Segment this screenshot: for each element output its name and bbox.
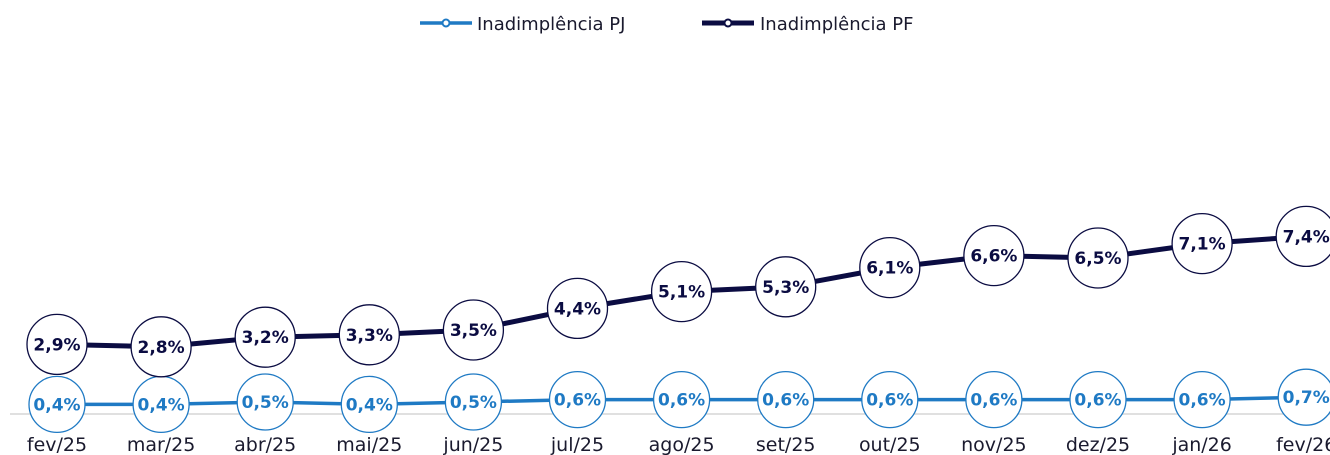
data-point: [650, 260, 713, 323]
x-tick-label: fev/26: [1276, 434, 1330, 455]
legend-item-pj: Inadimplência PJ: [420, 14, 625, 35]
data-point: [548, 370, 607, 429]
data-label: 0,5%: [242, 393, 289, 413]
legend-point-marker: [723, 18, 733, 28]
legend-point-marker: [441, 18, 451, 28]
data-point: [546, 277, 609, 340]
x-tick-label: out/25: [859, 434, 921, 455]
legend-item-pf: Inadimplência PF: [702, 14, 913, 35]
data-label: 7,4%: [1283, 227, 1330, 247]
x-tick-label: jul/25: [550, 434, 604, 455]
legend-label: Inadimplência PJ: [477, 14, 625, 35]
data-point: [234, 306, 296, 368]
data-point: [1069, 370, 1127, 429]
x-tick-label: set/25: [756, 434, 816, 455]
data-label: 3,3%: [346, 326, 393, 346]
data-label: 5,3%: [762, 278, 809, 298]
data-label: 3,5%: [450, 321, 497, 341]
data-point: [442, 299, 505, 361]
data-label: 0,6%: [1074, 391, 1121, 411]
x-tick-label: jan/26: [1171, 434, 1232, 455]
data-point: [130, 316, 192, 378]
x-tick-label: mai/25: [336, 434, 402, 455]
legend-label: Inadimplência PF: [760, 14, 913, 35]
x-tick-label: mar/25: [127, 434, 196, 455]
data-label: 0,7%: [1283, 388, 1330, 408]
x-tick-label: abr/25: [234, 434, 296, 455]
x-tick-label: dez/25: [1066, 434, 1130, 455]
data-label: 6,1%: [866, 259, 913, 279]
data-point: [859, 236, 921, 299]
x-axis-ticks: fev/25 mar/25 abr/25 mai/25 jun/25 jul/25 ago/…: [27, 434, 1330, 455]
data-label: 3,2%: [242, 328, 289, 348]
data-label: 2,8%: [138, 338, 185, 358]
x-tick-label: jun/25: [442, 434, 503, 455]
data-point: [338, 304, 400, 366]
data-label: 0,6%: [1179, 391, 1226, 411]
data-point: [965, 370, 1023, 429]
data-label: 4,4%: [554, 299, 601, 319]
data-point: [236, 373, 294, 431]
data-point: [757, 370, 815, 429]
data-label: 0,5%: [450, 393, 497, 413]
data-point: [652, 370, 711, 429]
data-point: [1173, 370, 1231, 429]
data-point: [1067, 227, 1129, 289]
data-label: 0,4%: [33, 395, 80, 415]
data-point: [1171, 212, 1233, 275]
data-label: 6,5%: [1074, 249, 1121, 269]
data-point: [340, 375, 398, 434]
data-point: [28, 375, 86, 434]
x-tick-label: ago/25: [649, 434, 715, 455]
data-point: [861, 370, 919, 429]
data-label: 0,6%: [970, 391, 1017, 411]
data-label: 0,6%: [554, 391, 601, 411]
data-label: 7,1%: [1179, 235, 1226, 255]
data-point: [444, 373, 503, 431]
legend: Inadimplência PJ Inadimplência PF: [420, 14, 913, 35]
series-layer: 0,4% 0,4% 0,5% 0,4% 0,5% 0,6% 0,6% 0,6% 0,6% 0,6%…: [26, 205, 1330, 434]
data-label: 5,1%: [658, 283, 705, 303]
data-label: 0,6%: [762, 391, 809, 411]
data-point: [963, 224, 1025, 287]
data-point: [1277, 368, 1330, 426]
data-label: 0,6%: [658, 391, 705, 411]
x-tick-label: fev/25: [27, 434, 87, 455]
data-point: [755, 256, 817, 318]
x-tick-label: nov/25: [961, 434, 1027, 455]
data-label: 0,4%: [138, 395, 185, 415]
data-label: 0,4%: [346, 395, 393, 415]
data-label: 2,9%: [33, 335, 80, 355]
data-label: 0,6%: [866, 391, 913, 411]
data-label: 6,6%: [970, 247, 1017, 267]
data-point: [26, 313, 88, 376]
data-point: [1275, 205, 1330, 268]
